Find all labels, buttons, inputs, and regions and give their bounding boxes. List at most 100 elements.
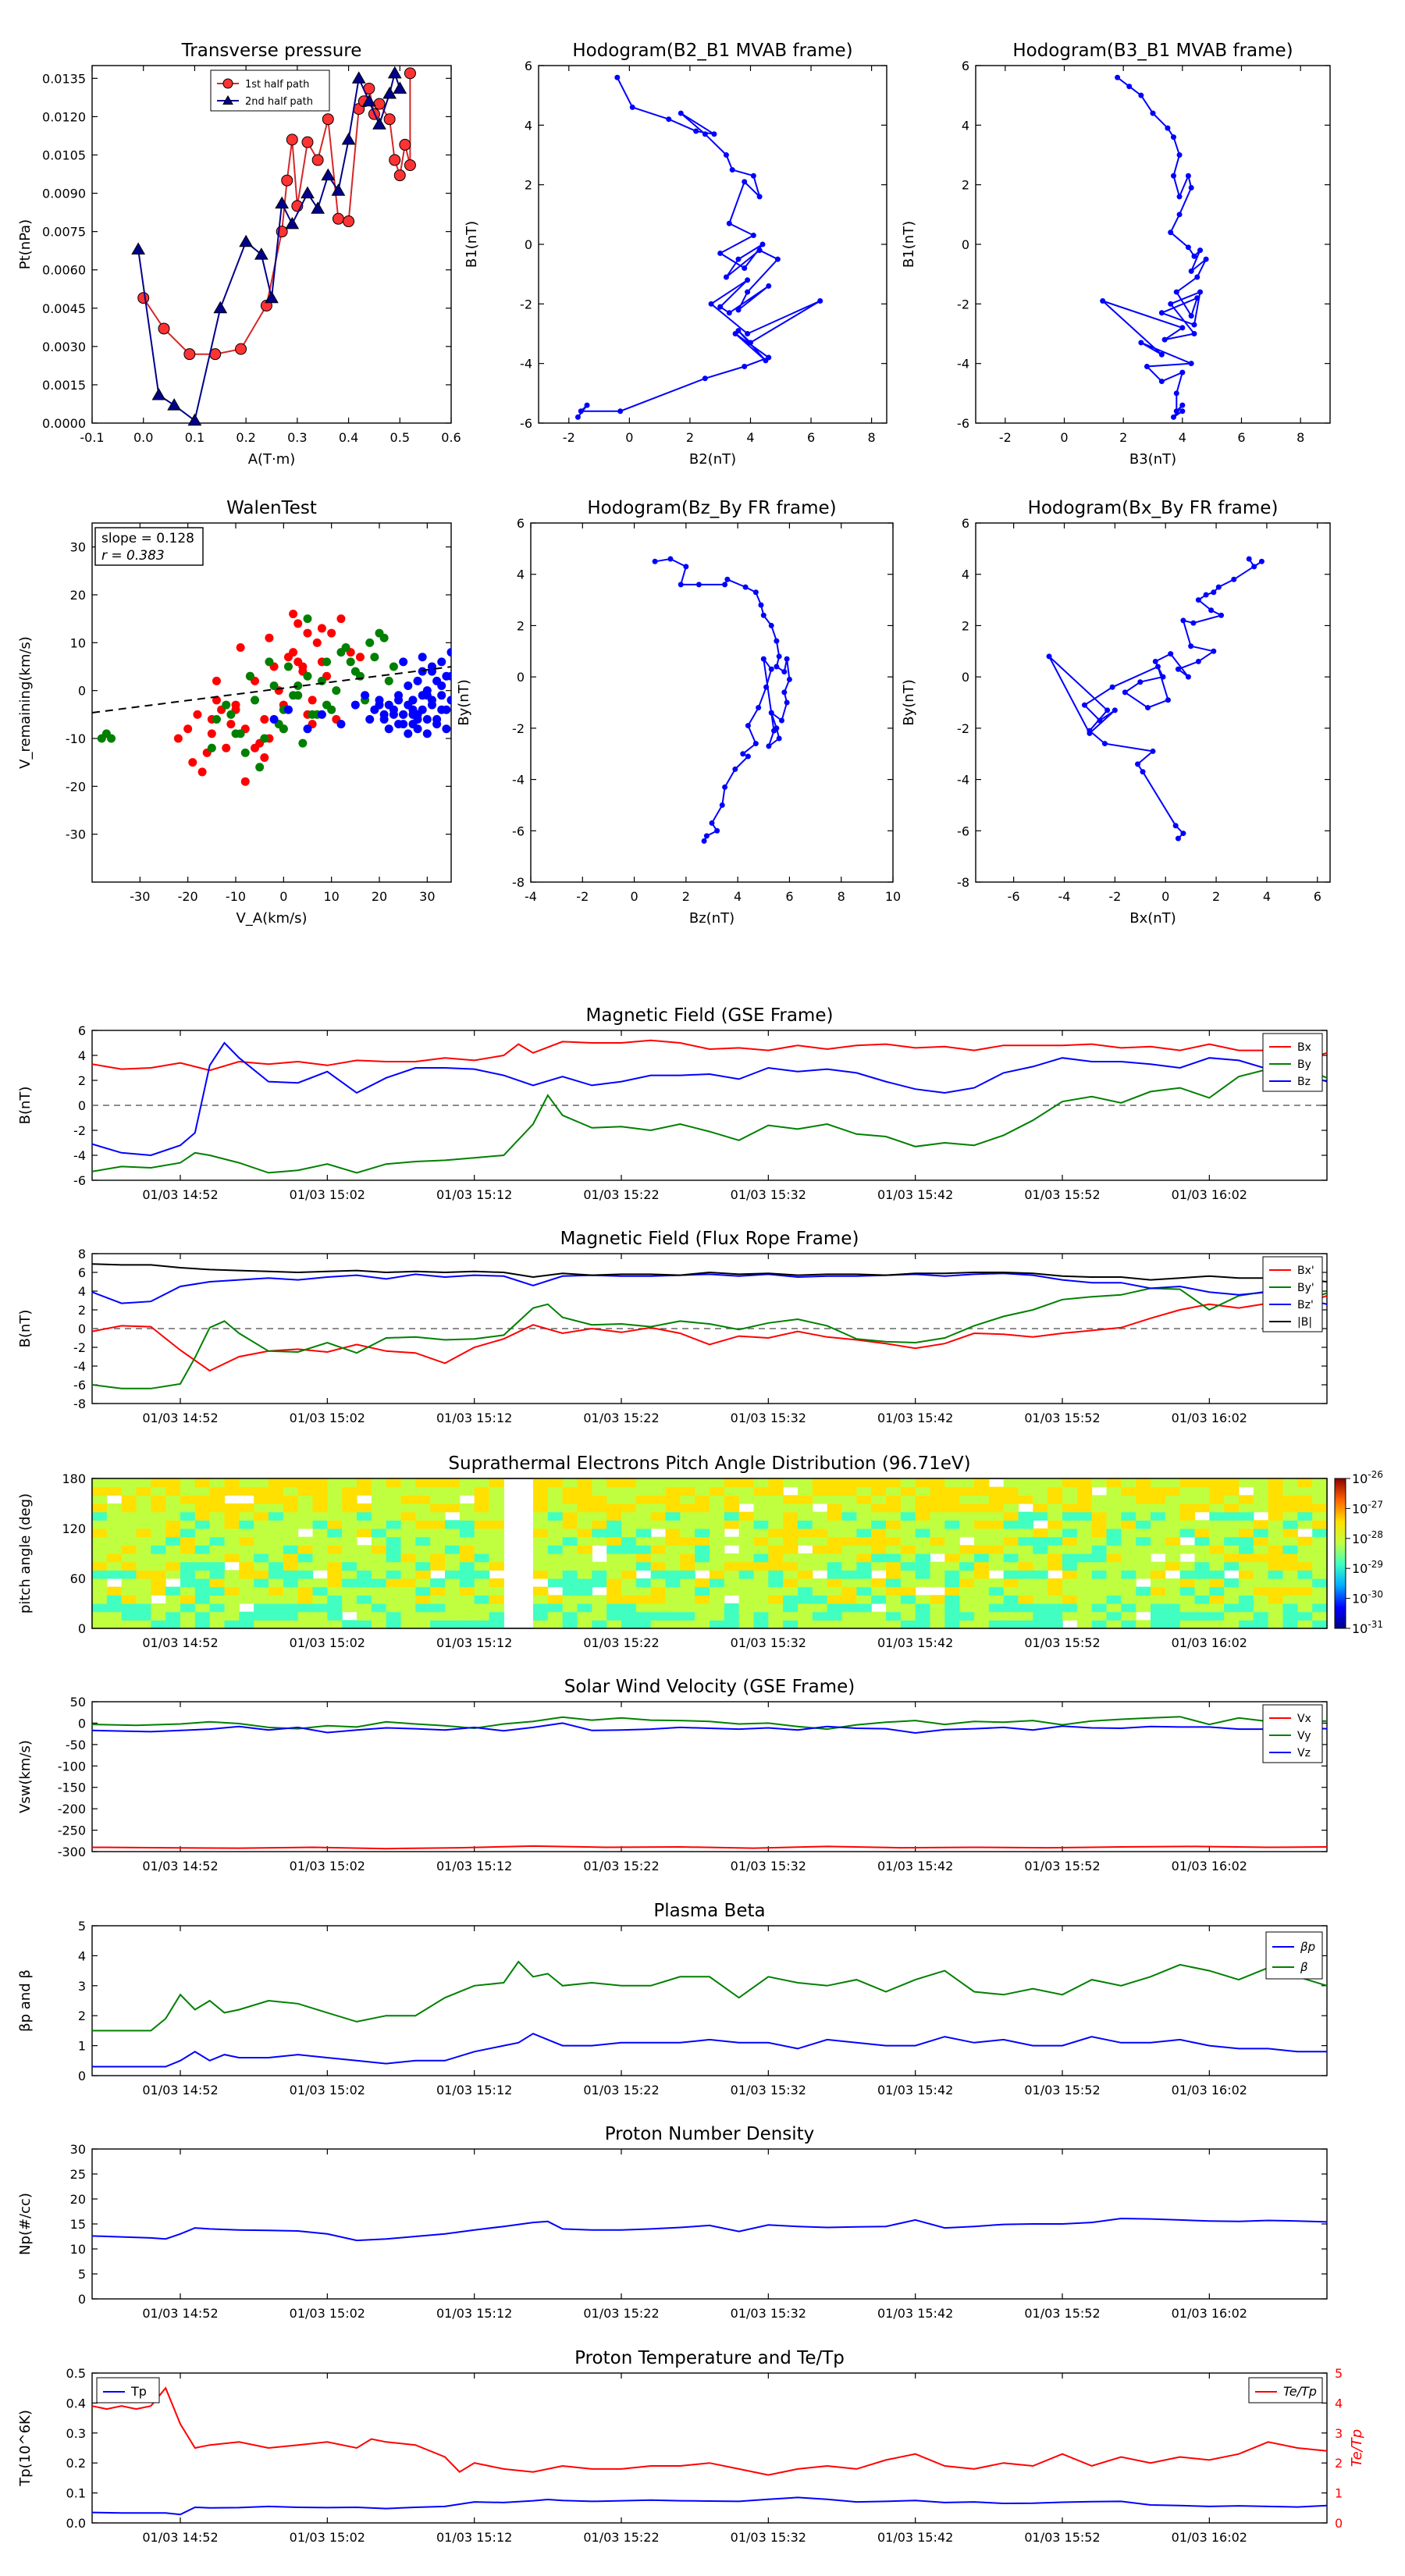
h1-xtick-label: 2 xyxy=(686,430,694,445)
pad-cell xyxy=(930,1478,945,1488)
pad-cell xyxy=(635,1611,652,1621)
pad-cell xyxy=(1268,1520,1284,1529)
pad-cell xyxy=(1003,1536,1019,1546)
pad-cell xyxy=(400,1561,416,1571)
pad-cell xyxy=(562,1520,578,1529)
pad-cell xyxy=(1253,1528,1269,1538)
pad-cell xyxy=(974,1545,990,1554)
pad-cell xyxy=(533,1486,549,1496)
h1-point xyxy=(702,375,708,382)
walen-ytick-label: 10 xyxy=(70,635,86,650)
pad-cell xyxy=(357,1503,372,1513)
pad-cell xyxy=(1048,1520,1063,1529)
pad-cell xyxy=(297,1478,314,1488)
pad-cell xyxy=(680,1536,695,1546)
pad-cell xyxy=(783,1611,799,1621)
pad-cell xyxy=(1179,1620,1196,1629)
pad-cell xyxy=(783,1620,799,1629)
walen-point-red xyxy=(283,653,293,662)
pad-cell xyxy=(1018,1620,1033,1629)
pad-cell xyxy=(327,1536,343,1546)
h4-ytick-label: -2 xyxy=(957,721,969,736)
pad-cell xyxy=(695,1561,710,1571)
beta-xtick-label: 01/03 15:32 xyxy=(731,2083,806,2097)
bgse-ytick-label: 0 xyxy=(78,1098,86,1113)
pad-cell xyxy=(915,1495,931,1504)
pad-cell xyxy=(136,1511,151,1521)
pad-cell xyxy=(1121,1545,1136,1554)
pad-cell xyxy=(445,1520,461,1529)
pad-cell xyxy=(724,1553,740,1563)
h2-point xyxy=(1100,298,1106,304)
pad-cell xyxy=(489,1595,504,1604)
h2-point xyxy=(1188,184,1194,190)
pad-cell xyxy=(577,1595,592,1604)
pad-cell xyxy=(386,1586,402,1596)
pad-cell xyxy=(357,1603,372,1613)
pad-cell xyxy=(1018,1603,1033,1613)
bfr-xtick-label: 01/03 14:52 xyxy=(142,1411,218,1425)
h1-point xyxy=(711,131,717,137)
pad-cell xyxy=(194,1570,211,1579)
pad-cell xyxy=(1062,1611,1078,1621)
h4-point xyxy=(1145,705,1151,711)
pad-cell xyxy=(1312,1545,1328,1554)
tp2-ytick-right-label: 1 xyxy=(1335,2486,1343,2501)
pad-cell xyxy=(269,1553,284,1563)
pad-cell xyxy=(621,1595,637,1604)
pad-cell xyxy=(856,1603,872,1613)
h1-point xyxy=(574,414,581,420)
walen-point-green xyxy=(365,638,375,647)
walen-point-blue xyxy=(422,729,432,738)
panel-bfr: Magnetic Field (Flux Rope Frame)B(nT)01/… xyxy=(17,1229,1328,1425)
h2-point xyxy=(1179,402,1186,408)
h4-point xyxy=(1180,617,1186,624)
pad-cell xyxy=(592,1528,607,1538)
pad-colorbar-label: 10-29 xyxy=(1352,1559,1383,1576)
h1-point xyxy=(750,233,756,239)
h2-point xyxy=(1168,229,1174,236)
pad-cell xyxy=(1297,1561,1313,1571)
pad-cell xyxy=(1297,1511,1313,1521)
np-ytick-label: 5 xyxy=(78,2267,86,2282)
pad-cell xyxy=(900,1578,916,1588)
pad-cell xyxy=(944,1553,960,1563)
pad-cell xyxy=(194,1486,211,1496)
pad-cell xyxy=(1003,1528,1019,1538)
pad-cell xyxy=(474,1495,490,1504)
walen-point-green xyxy=(370,653,379,662)
pad-cell xyxy=(459,1503,475,1513)
pad-cell xyxy=(386,1536,402,1546)
pad-cell xyxy=(1224,1595,1240,1604)
pad-cell xyxy=(1253,1611,1269,1621)
h3-point xyxy=(766,743,772,749)
pad-cell xyxy=(768,1520,784,1529)
panel-bgse: Magnetic Field (GSE Frame)B(nT)01/03 14:… xyxy=(17,1005,1328,1202)
pad-cell xyxy=(783,1478,799,1488)
h4-point xyxy=(1211,589,1217,596)
pad-cell xyxy=(710,1603,725,1613)
pad-cell xyxy=(357,1620,372,1629)
beta-xtick-label: 01/03 15:12 xyxy=(436,2083,512,2097)
tp2-xtick-label: 01/03 14:52 xyxy=(142,2530,218,2545)
tp-point xyxy=(167,398,182,411)
pad-cell xyxy=(1268,1528,1284,1538)
bfr-legend-label: By' xyxy=(1297,1282,1314,1294)
pad-cell xyxy=(1018,1520,1033,1529)
pad-cell xyxy=(783,1503,799,1513)
pad-cell xyxy=(533,1611,549,1621)
walen-point-red xyxy=(303,628,312,638)
pad-cell xyxy=(254,1486,269,1496)
pad-cell xyxy=(489,1586,504,1596)
walen-point-blue xyxy=(379,710,389,719)
pad-cell xyxy=(489,1478,504,1488)
pad-cell xyxy=(724,1495,740,1504)
walen-ytick-label: -30 xyxy=(66,827,86,842)
pad-cell xyxy=(886,1511,902,1521)
pad-cell xyxy=(136,1603,151,1613)
h1-point xyxy=(702,131,708,137)
pad-cell xyxy=(1224,1553,1240,1563)
vsw-legend-label: Vy xyxy=(1297,1730,1311,1742)
pad-cell xyxy=(239,1611,254,1621)
